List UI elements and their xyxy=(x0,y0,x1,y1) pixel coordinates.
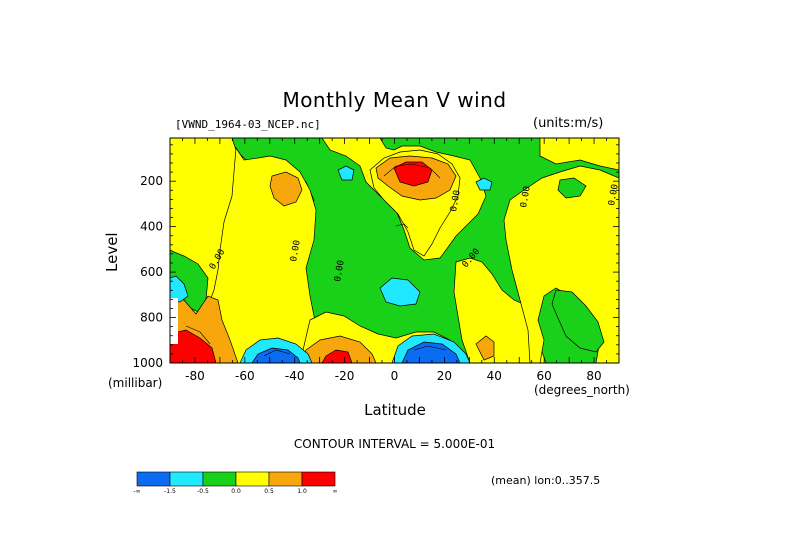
y-tick-label: 400 xyxy=(140,220,163,234)
contour-value-label: 0.00 xyxy=(333,259,347,282)
units-label: (units:m/s) xyxy=(533,116,604,131)
orange-region xyxy=(475,335,495,361)
colorbar: -∞ -1.5 -0.5 0.0 0.5 1.0 ∞ xyxy=(133,471,338,495)
colorbar-label: -∞ xyxy=(133,488,140,495)
x-tick-label: -80 xyxy=(185,369,205,383)
chart-title: Monthly Mean V wind xyxy=(282,88,507,112)
cyan-region xyxy=(337,165,355,181)
x-axis: -80 -60 -40 -20 0 20 40 60 80 xyxy=(169,138,620,383)
colorbar-swatch xyxy=(301,471,336,487)
negative-region xyxy=(551,289,605,353)
colorbar-label: 1.0 xyxy=(297,488,307,495)
contour-field xyxy=(170,138,619,363)
x-tick-label: -60 xyxy=(235,369,255,383)
dataset-label: [VWND_1964-03_NCEP.nc] xyxy=(175,118,321,131)
colorbar-label: 0.0 xyxy=(231,488,241,495)
colorbar-label: -1.5 xyxy=(164,488,176,495)
x-tick-label: 20 xyxy=(437,369,452,383)
missing-data xyxy=(170,298,178,344)
colorbar-label: 0.5 xyxy=(264,488,274,495)
cyan-region xyxy=(379,277,421,307)
contour-value-label: 0.00 xyxy=(449,189,463,212)
cyan-region xyxy=(170,275,189,303)
orange-region xyxy=(301,335,377,363)
colorbar-swatch xyxy=(136,471,171,487)
y-tick-label: 800 xyxy=(140,311,163,325)
colorbar-swatch xyxy=(268,471,303,487)
blue-region xyxy=(401,341,461,363)
x-tick-label: 80 xyxy=(586,369,601,383)
colorbar-label: -0.5 xyxy=(197,488,209,495)
contour-value-label: 0.00 xyxy=(519,185,533,208)
cyan-region xyxy=(475,177,493,191)
x-axis-units: (degrees_north) xyxy=(534,383,630,397)
x-axis-label: Latitude xyxy=(364,401,426,419)
contour-lines xyxy=(185,163,447,357)
y-axis-units: (millibar) xyxy=(108,376,163,390)
y-tick-label: 600 xyxy=(140,265,163,279)
colorbar-swatch xyxy=(169,471,204,487)
red-region xyxy=(393,161,433,187)
colorbar-swatch xyxy=(235,471,270,487)
y-tick-label: 1000 xyxy=(132,356,163,370)
colorbar-label: ∞ xyxy=(333,488,338,495)
x-tick-label: 60 xyxy=(537,369,552,383)
orange-region xyxy=(269,171,303,207)
x-tick-label: 40 xyxy=(487,369,502,383)
x-tick-label: -20 xyxy=(335,369,355,383)
positive-region xyxy=(539,138,619,171)
blue-region xyxy=(251,347,301,363)
contour-value-label: 0.00 xyxy=(607,183,621,206)
red-region xyxy=(170,329,217,363)
contour-value-label: 0.00 xyxy=(289,239,303,262)
colorbar-swatch xyxy=(202,471,237,487)
y-tick-label: 200 xyxy=(140,174,163,188)
negative-region xyxy=(557,177,587,199)
x-tick-label: -40 xyxy=(285,369,305,383)
x-tick-label: 0 xyxy=(391,369,399,383)
y-axis: 200 400 600 800 1000 xyxy=(132,144,619,370)
contour-interval-label: CONTOUR INTERVAL = 5.000E-01 xyxy=(293,437,496,451)
mean-lon-label: (mean) lon:0..357.5 xyxy=(491,474,601,487)
